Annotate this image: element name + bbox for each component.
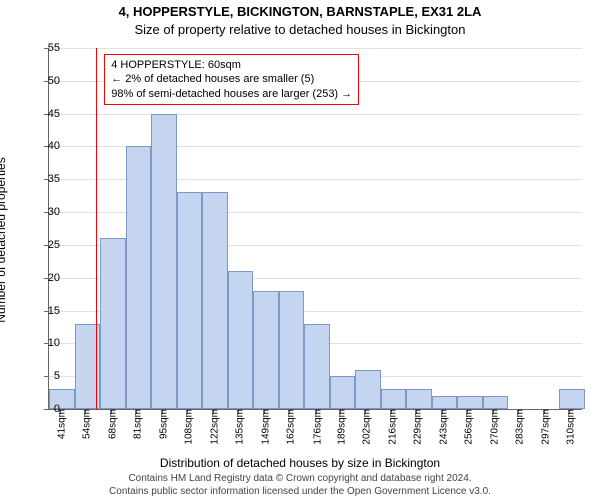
x-tick-label: 122sqm — [206, 409, 221, 445]
y-tick-label: 10 — [20, 337, 60, 349]
x-tick-label: 270sqm — [486, 409, 501, 445]
histogram-bar — [559, 389, 585, 409]
x-tick-label: 310sqm — [561, 409, 576, 445]
x-tick-label: 297sqm — [537, 409, 552, 445]
credits-line2: Contains public sector information licen… — [0, 486, 600, 499]
histogram-bar — [457, 396, 483, 409]
x-tick-label: 189sqm — [333, 409, 348, 445]
x-tick-label: 243sqm — [435, 409, 450, 445]
annotation-line2: ← 2% of detached houses are smaller (5) — [111, 72, 352, 86]
annotation-box: 4 HOPPERSTYLE: 60sqm ← 2% of detached ho… — [104, 54, 359, 105]
page-title-line2: Size of property relative to detached ho… — [0, 22, 600, 37]
y-tick-label: 50 — [20, 75, 60, 87]
histogram-bar — [355, 370, 381, 409]
histogram-bar — [202, 192, 228, 409]
y-tick-label: 15 — [20, 305, 60, 317]
y-tick-label: 25 — [20, 239, 60, 251]
x-tick-label: 149sqm — [257, 409, 272, 445]
histogram-bar — [100, 238, 126, 409]
histogram-bar — [151, 114, 177, 409]
y-tick-label: 45 — [20, 108, 60, 120]
x-tick-label: 95sqm — [155, 409, 170, 439]
x-tick-label: 54sqm — [77, 409, 92, 439]
x-tick-label: 108sqm — [179, 409, 194, 445]
annotation-line1: 4 HOPPERSTYLE: 60sqm — [111, 58, 352, 72]
x-tick-label: 162sqm — [282, 409, 297, 445]
y-tick-label: 55 — [20, 42, 60, 54]
x-tick-label: 68sqm — [104, 409, 119, 439]
x-tick-label: 229sqm — [408, 409, 423, 445]
histogram-bar — [381, 389, 407, 409]
histogram-bar — [483, 396, 509, 409]
y-tick-label: 20 — [20, 272, 60, 284]
property-marker-line — [96, 48, 97, 409]
x-tick-label: 216sqm — [384, 409, 399, 445]
y-tick-label: 5 — [20, 370, 60, 382]
x-tick-label: 256sqm — [459, 409, 474, 445]
histogram-bar — [406, 389, 432, 409]
y-tick-label: 0 — [20, 403, 60, 415]
x-axis-label: Distribution of detached houses by size … — [0, 456, 600, 470]
histogram-bar — [177, 192, 203, 409]
x-tick-label: 81sqm — [128, 409, 143, 439]
histogram-bar — [228, 271, 254, 409]
histogram-bar — [330, 376, 356, 409]
y-tick-label: 35 — [20, 173, 60, 185]
histogram-bar — [279, 291, 305, 409]
chart-plot-area: 4 HOPPERSTYLE: 60sqm ← 2% of detached ho… — [48, 48, 582, 410]
x-tick-label: 283sqm — [510, 409, 525, 445]
histogram-bar — [432, 396, 458, 409]
histogram-bar — [304, 324, 330, 409]
y-tick-label: 40 — [20, 140, 60, 152]
credits: Contains HM Land Registry data © Crown c… — [0, 473, 600, 498]
annotation-line3: 98% of semi-detached houses are larger (… — [111, 87, 352, 101]
histogram-bar — [253, 291, 279, 409]
y-tick-label: 30 — [20, 206, 60, 218]
page-title-line1: 4, HOPPERSTYLE, BICKINGTON, BARNSTAPLE, … — [0, 4, 600, 19]
credits-line1: Contains HM Land Registry data © Crown c… — [0, 473, 600, 486]
x-tick-label: 202sqm — [357, 409, 372, 445]
histogram-bar — [126, 146, 152, 409]
x-tick-label: 135sqm — [231, 409, 246, 445]
x-tick-label: 176sqm — [308, 409, 323, 445]
